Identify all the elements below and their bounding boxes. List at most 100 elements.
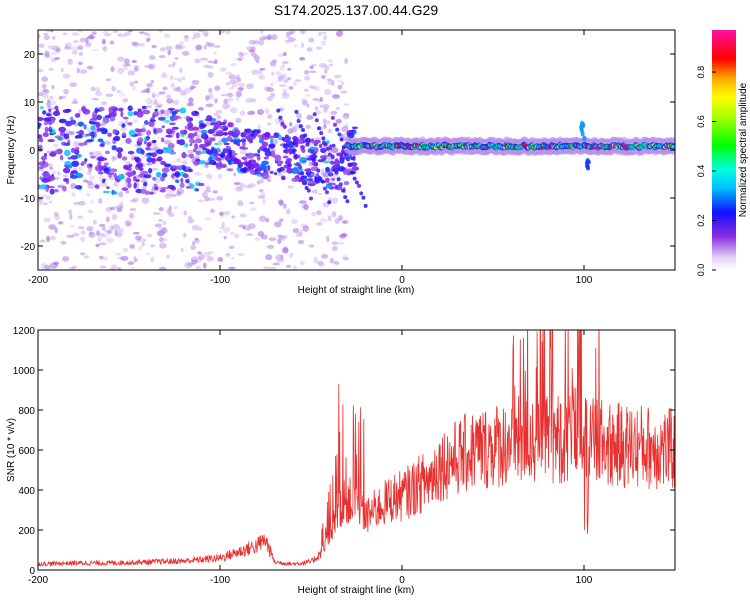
spectrogram-cell (111, 145, 117, 151)
spectrogram-cell (147, 33, 151, 37)
spectrogram-cell (140, 90, 147, 94)
spectrogram-cell (321, 136, 326, 141)
spectrogram-cell (208, 156, 213, 162)
spectrogram-cell (180, 247, 184, 253)
spectrogram-cell (205, 103, 214, 108)
spectrogram-cell (288, 148, 293, 155)
spectrogram-cell (102, 46, 108, 52)
spectrogram-cell (184, 87, 192, 94)
spectrogram-cell (237, 161, 244, 168)
spectrogram-cell (161, 167, 170, 173)
spectrogram-cell (86, 65, 94, 70)
spectrogram-cell (326, 235, 330, 243)
spectrogram-cell (292, 265, 298, 270)
spectrogram-cell (330, 115, 335, 120)
spectrogram-cell (130, 157, 135, 161)
spectrogram-cell (62, 32, 68, 36)
spectrogram-cell (146, 157, 154, 163)
spectrogram-cell (324, 69, 328, 74)
spectrogram-cell (160, 137, 165, 143)
spectrogram-cell (94, 184, 100, 189)
spectrogram-cell (91, 48, 99, 52)
spectrogram-cell (260, 164, 268, 170)
spectrogram-cell (214, 59, 218, 65)
spectrogram-cell (184, 125, 189, 130)
spectrogram-cell (208, 250, 215, 255)
spectrogram-cell (309, 154, 314, 159)
spectrogram-cell (190, 244, 196, 250)
spectrogram-cell (313, 85, 320, 91)
spectrogram-cell (44, 126, 49, 133)
spectrogram-cell (53, 176, 61, 180)
spectrogram-cell (165, 128, 173, 135)
spectrogram-cell (117, 152, 122, 159)
spectrogram-cell (102, 256, 108, 261)
spectrogram-cell (86, 225, 94, 232)
spectrogram-cell (105, 78, 112, 82)
spectrogram-cell (132, 119, 139, 124)
spectrogram-cell (229, 232, 235, 235)
spectrogram-cell (122, 64, 127, 68)
spectrogram-cell (143, 181, 148, 187)
y-tick-label: 20 (24, 50, 36, 61)
spectrogram-cell (140, 149, 145, 155)
spectrogram-cell (246, 233, 254, 236)
spectrogram-cell (328, 182, 336, 186)
spectrogram-cell (336, 177, 341, 182)
spectrogram-cell (207, 197, 216, 201)
spectrogram-cell (228, 80, 236, 84)
spectrogram-cell (315, 46, 323, 50)
spectrogram-cell (332, 259, 336, 265)
spectrogram-cell (267, 164, 271, 172)
spectrogram-cell (238, 51, 244, 57)
spectrogram-cell (191, 36, 196, 40)
spectrogram-cell (51, 169, 57, 176)
spectrogram-cell (124, 220, 132, 227)
spectrogram-cell (102, 178, 106, 184)
spectrogram-cell (324, 177, 330, 183)
spectrogram-cell (178, 77, 182, 83)
spectrogram-cell (214, 142, 219, 146)
spectrogram-cell (266, 179, 272, 182)
spectrogram-cell (281, 92, 290, 96)
spectrogram-cell (83, 255, 90, 259)
spectrogram-cell (201, 30, 210, 36)
spectrogram-cell (89, 199, 95, 204)
spectrogram-cell (306, 137, 311, 144)
spectrogram-cell (239, 183, 246, 188)
spectrogram-cell (291, 177, 300, 183)
spectrogram-cell (338, 182, 343, 187)
spectrogram-cell (328, 63, 334, 67)
spectrogram-cell (323, 107, 328, 113)
spectrogram-cell (127, 122, 133, 126)
spectrogram-cell (165, 134, 173, 138)
spectrogram-cell (122, 116, 129, 120)
spectrogram-cell (57, 171, 61, 176)
spectrogram-cell (218, 173, 222, 179)
spectrogram-cell (81, 160, 87, 165)
spectrogram-cell (50, 117, 55, 124)
spectrogram-cell (119, 33, 128, 38)
spectrogram-cell (158, 30, 163, 33)
spectrogram-cell (332, 164, 337, 169)
spectrogram-cell (266, 244, 275, 249)
spectrogram-cell (104, 32, 112, 37)
spectrogram-cell (101, 226, 106, 231)
spectrogram-cell (122, 98, 128, 103)
spectrogram-cell (277, 257, 285, 263)
spectrogram-cell (333, 74, 342, 79)
spectrogram-cell (233, 233, 240, 239)
spectrogram-cell (117, 174, 125, 180)
spectrogram-cell (63, 142, 71, 147)
spectrogram-cell (219, 30, 226, 34)
spectrogram-cell (167, 49, 171, 56)
spectrogram-cell (142, 109, 151, 115)
spectrogram-cell (76, 67, 80, 74)
spectrogram-cell (174, 109, 181, 113)
spectrogram-cell (109, 40, 115, 45)
spectrogram-cell (334, 170, 339, 175)
spectrogram-cell (213, 125, 219, 131)
spectrogram-cell (48, 108, 52, 113)
spectrogram-cell (324, 88, 332, 96)
spectrogram-cell (335, 30, 344, 37)
